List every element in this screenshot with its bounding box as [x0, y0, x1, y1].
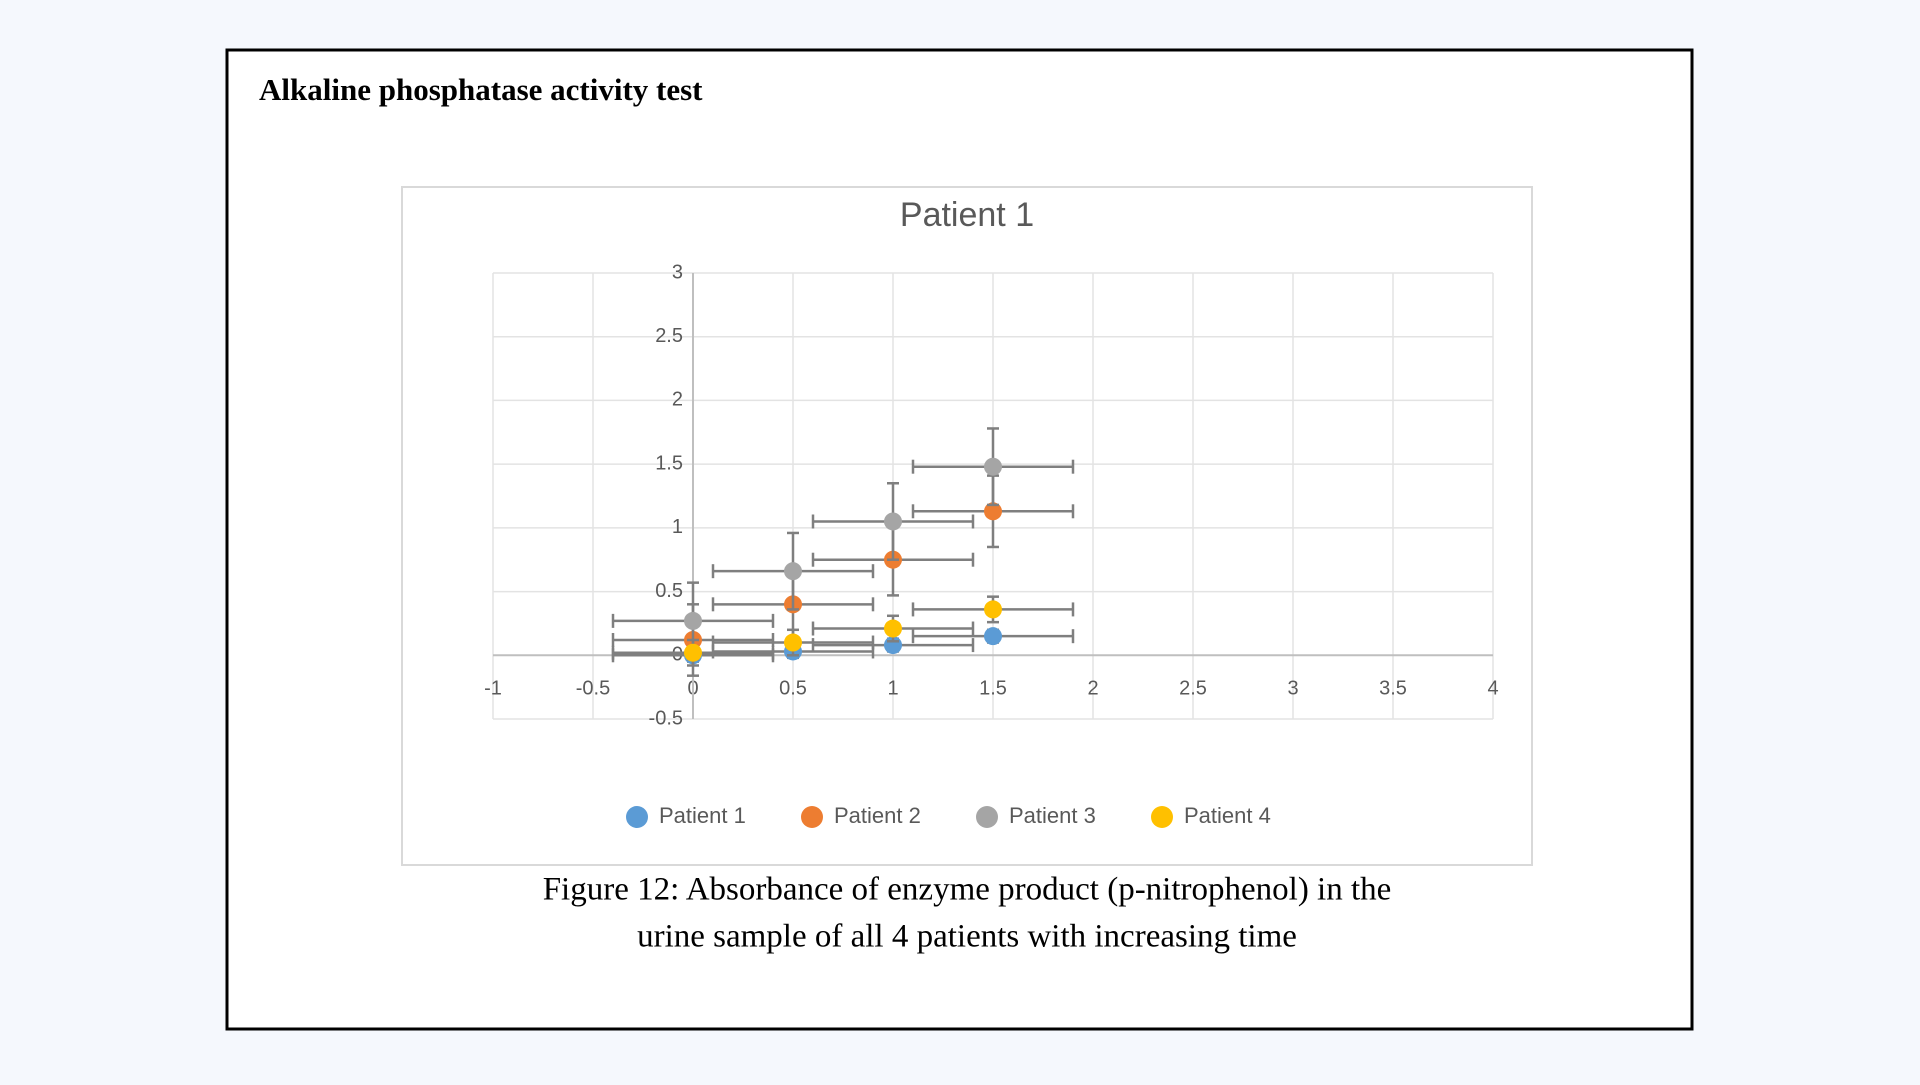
y-tick-label: 2 — [672, 389, 683, 411]
legend-label: Patient 2 — [834, 803, 921, 828]
x-tick-label: -0.5 — [576, 678, 610, 700]
legend-marker — [626, 806, 648, 828]
x-tick-label: 3 — [1287, 678, 1298, 700]
y-tick-label: 1 — [672, 516, 683, 538]
point — [984, 502, 1002, 521]
point — [884, 619, 902, 638]
point — [784, 562, 802, 581]
x-tick-label: 1.5 — [979, 678, 1007, 700]
x-tick-label: 2.5 — [1179, 678, 1207, 700]
point — [884, 512, 902, 531]
y-tick-label: 3 — [672, 261, 683, 283]
caption-line: Figure 12: Absorbance of enzyme product … — [543, 872, 1392, 908]
plot: -1-0.500.511.522.533.54-0.500.511.522.53… — [484, 261, 1499, 828]
point — [984, 457, 1002, 476]
heading: Alkaline phosphatase activity test — [259, 72, 703, 107]
x-tick-label: 4 — [1487, 678, 1498, 700]
y-tick-label: -0.5 — [649, 707, 683, 729]
y-tick-label: 0.5 — [655, 580, 683, 602]
y-tick-label: 1.5 — [655, 452, 683, 474]
legend-marker — [1151, 806, 1173, 828]
legend-label: Patient 3 — [1009, 803, 1096, 828]
chart-area — [401, 186, 1533, 866]
chart-title: Patient 1 — [900, 196, 1034, 234]
point — [684, 643, 702, 662]
legend-marker — [801, 806, 823, 828]
legend-marker — [976, 806, 998, 828]
x-tick-label: 3.5 — [1379, 678, 1407, 700]
point — [984, 627, 1002, 646]
legend-label: Patient 1 — [659, 803, 746, 828]
y-tick-label: 2.5 — [655, 325, 683, 347]
caption-line: urine sample of all 4 patients with incr… — [637, 919, 1297, 955]
point — [784, 633, 802, 652]
point — [984, 600, 1002, 619]
x-tick-label: -1 — [484, 678, 502, 700]
point — [684, 611, 702, 630]
x-tick-label: 1 — [887, 678, 898, 700]
legend-label: Patient 4 — [1184, 803, 1271, 828]
x-tick-label: 2 — [1087, 678, 1098, 700]
x-tick-label: 0.5 — [779, 678, 807, 700]
